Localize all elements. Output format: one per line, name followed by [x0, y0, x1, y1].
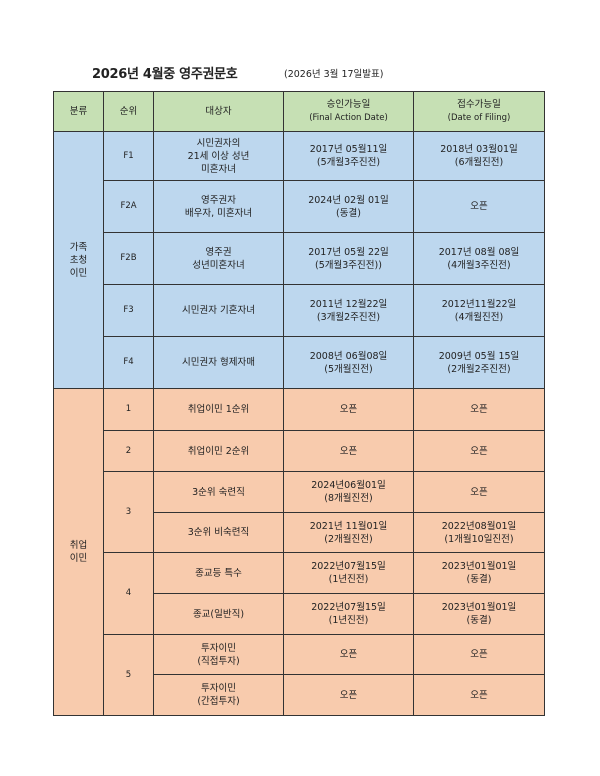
rank-cell: 1 [103, 388, 154, 431]
final-action-date-cell: 오픈 [283, 634, 414, 675]
rank-cell: F1 [103, 131, 154, 181]
table-row: F2A 영주권자 배우자, 미혼자녀 2024년 02월 01일 (동결) 오픈 [53, 180, 545, 233]
table-row: 취업 이민 1 취업이민 1순위 오픈 오픈 [53, 388, 545, 716]
rank-cell: 2 [103, 430, 154, 472]
final-action-date-cell: 2024년 02월 01일 (동결) [283, 180, 414, 233]
announcement-date: (2026년 3월 17일발표) [284, 69, 384, 80]
category-cell: 취업 이민 [53, 388, 104, 716]
target-cell: 투자이민 (간접투자) [153, 674, 284, 716]
filing-date-cell: 오픈 [413, 180, 545, 233]
final-action-date-cell: 2022년07월15일 (1년진전) [283, 552, 414, 594]
header-final-action-en: (Final Action Date) [309, 113, 388, 123]
final-action-date-cell: 2008년 06월08일 (5개월진전) [283, 336, 414, 389]
filing-date-cell: 2023년01월01일 (동결) [413, 593, 545, 635]
table-row: F3 시민권자 기혼자녀 2011년 12월22일 (3개월2주진전) 2012년11… [53, 284, 545, 337]
rank-cell: F4 [103, 336, 154, 389]
filing-date-cell: 2018년 03월01일 (6개월진전) [413, 131, 545, 181]
final-action-date-cell: 2017년 05월 22일 (5개월3주진전)) [283, 232, 414, 285]
table-row: 5 투자이민 (직접투자) 오픈 오픈 [53, 634, 545, 716]
final-action-date-cell: 2017년 05월11일 (5개월3주진전) [283, 131, 414, 181]
final-action-date-cell: 오픈 [283, 674, 414, 716]
filing-date-cell: 2009년 05월 15일 (2개월2주진전) [413, 336, 545, 389]
header-target: 대상자 [153, 91, 284, 132]
final-action-date-cell: 2011년 12월22일 (3개월2주진전) [283, 284, 414, 337]
final-action-date-cell: 2021년 11월01일 (2개월진전) [283, 512, 414, 553]
target-cell: 3순위 비숙련직 [153, 512, 284, 553]
filing-date-cell: 오픈 [413, 471, 545, 513]
rank-cell: 4 [103, 552, 154, 635]
table-row: 종교(일반직) 2022년07월15일 (1년진전) 2023년01월01일 (동결… [53, 593, 545, 635]
header-filing-ko: 접수가능일 [457, 99, 501, 110]
target-cell: 시민권자의 21세 이상 성년 미혼자녀 [153, 131, 284, 181]
target-cell: 시민권자 형제자매 [153, 336, 284, 389]
filing-date-cell: 오픈 [413, 634, 545, 675]
header-row: 분류 순위 대상자 승인가능일 (Final Action Date) 접수가능일… [53, 91, 545, 132]
target-cell: 종교등 특수 [153, 552, 284, 594]
rank-cell: F2A [103, 180, 154, 233]
table-row: F2B 영주권 성년미혼자녀 2017년 05월 22일 (5개월3주진전)) 201… [53, 232, 545, 285]
target-cell: 투자이민 (직접투자) [153, 634, 284, 675]
rank-cell: F2B [103, 232, 154, 285]
filing-date-cell: 2023년01월01일 (동결) [413, 552, 545, 594]
table-row: 3순위 비숙련직 2021년 11월01일 (2개월진전) 2022년08월01일 … [53, 512, 545, 553]
final-action-date-cell: 2024년06월01일 (8개월진전) [283, 471, 414, 513]
table-row: 3 3순위 숙련직 2024년06월01일 (8개월진전) 오픈 [53, 471, 545, 553]
final-action-date-cell: 오픈 [283, 430, 414, 472]
rank-cell: F3 [103, 284, 154, 337]
header-category: 분류 [53, 91, 104, 132]
target-cell: 영주권자 배우자, 미혼자녀 [153, 180, 284, 233]
target-cell: 취업이민 2순위 [153, 430, 284, 472]
target-cell: 영주권 성년미혼자녀 [153, 232, 284, 285]
filing-date-cell: 오픈 [413, 388, 545, 431]
table-row: 4 종교등 특수 2022년07월15일 (1년진전) 2023년01월01일 (동결… [53, 552, 545, 635]
table-row: 2 취업이민 2순위 오픈 오픈 [53, 430, 545, 472]
target-cell: 3순위 숙련직 [153, 471, 284, 513]
rank-cell: 3 [103, 471, 154, 553]
category-cell: 가족 초청 이민 [53, 131, 104, 389]
filing-date-cell: 오픈 [413, 674, 545, 716]
filing-date-cell: 2022년08월01일 (1개월10일진전) [413, 512, 545, 553]
filing-date-cell: 오픈 [413, 430, 545, 472]
header-rank: 순위 [103, 91, 154, 132]
final-action-date-cell: 2022년07월15일 (1년진전) [283, 593, 414, 635]
table-row: F4 시민권자 형제자매 2008년 06월08일 (5개월진전) 2009년 05월… [53, 336, 545, 389]
target-cell: 시민권자 기혼자녀 [153, 284, 284, 337]
header-final-action-ko: 승인가능일 [326, 99, 371, 110]
target-cell: 종교(일반직) [153, 593, 284, 635]
header-filing: 접수가능일 (Date of Filing) [413, 91, 545, 132]
header-final-action: 승인가능일 (Final Action Date) [283, 91, 414, 132]
rank-cell: 5 [103, 634, 154, 716]
table-row: 가족 초청 이민 F1 시민권자의 21세 이상 성년 미혼자녀 2017년 05월1… [53, 131, 545, 389]
header-filing-en: (Date of Filing) [447, 113, 511, 123]
filing-date-cell: 2017년 08월 08일 (4개월3주진전) [413, 232, 545, 285]
filing-date-cell: 2012년11월22일 (4개월진전) [413, 284, 545, 337]
page-title: 2026년 4월중 영주권문호 [92, 67, 238, 82]
visa-bulletin-table: 분류 순위 대상자 승인가능일 (Final Action Date) 접수가능일… [53, 91, 545, 716]
target-cell: 취업이민 1순위 [153, 388, 284, 431]
final-action-date-cell: 오픈 [283, 388, 414, 431]
